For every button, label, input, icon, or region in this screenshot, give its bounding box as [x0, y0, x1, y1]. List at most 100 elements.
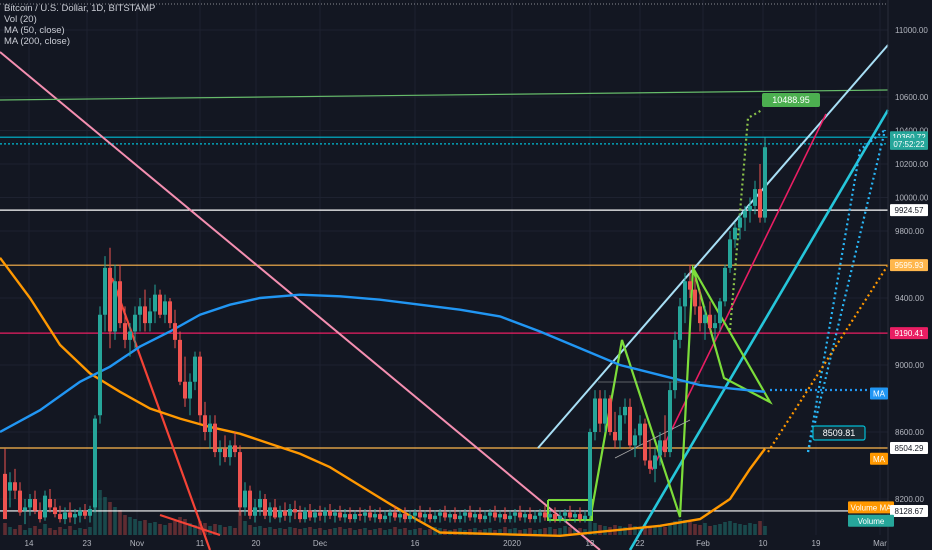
- candle-body: [493, 512, 497, 518]
- candle-body: [678, 306, 682, 340]
- candle-body: [628, 406, 632, 446]
- candle-body: [653, 455, 657, 469]
- volume-bar: [188, 523, 192, 535]
- volume-bar: [263, 528, 267, 535]
- candle-body: [23, 507, 27, 511]
- candle-body: [378, 514, 382, 520]
- volume-bar: [53, 530, 57, 535]
- volume-bar: [33, 526, 37, 535]
- volume-bar: [553, 529, 557, 535]
- candle-body: [188, 381, 192, 399]
- candle-body: [578, 514, 582, 520]
- volume-bar: [673, 521, 677, 535]
- candle-body: [48, 499, 52, 508]
- volume-bar: [758, 521, 762, 535]
- candle-body: [128, 331, 132, 340]
- vol-indicator[interactable]: Vol (20): [4, 14, 37, 25]
- volume-bar: [38, 529, 42, 535]
- time-tick-label: Mar: [873, 539, 887, 548]
- volume-bar: [68, 526, 72, 535]
- price-tick-label: 9800.00: [895, 227, 924, 236]
- trend-line: [0, 89, 889, 101]
- volume-bar: [643, 525, 647, 535]
- volume-bar: [763, 526, 767, 535]
- volume-bar: [63, 529, 67, 535]
- candle-body: [498, 514, 502, 518]
- price-tick-label: 9000.00: [895, 361, 924, 370]
- candle-body: [313, 512, 317, 518]
- volume-bar: [353, 530, 357, 535]
- candle-body: [13, 482, 17, 491]
- volume-bar: [428, 529, 432, 535]
- candle-body: [53, 507, 57, 515]
- symbol-title[interactable]: Bitcoin / U.S. Dollar, 1D, BITSTAMP: [4, 3, 156, 14]
- candle-body: [608, 398, 612, 432]
- candle-body: [518, 512, 522, 518]
- volume-bar: [548, 527, 552, 535]
- volume-bar: [233, 528, 237, 535]
- price-label-text: 07:52:22: [893, 140, 925, 149]
- candle-body: [668, 390, 672, 453]
- volume-bar: [58, 527, 62, 535]
- price-label-text: Volume: [858, 517, 885, 526]
- volume-bar: [513, 528, 517, 535]
- candle-body: [533, 515, 537, 520]
- volume-bar: [518, 530, 522, 535]
- candle-body: [33, 499, 37, 511]
- callout-text: 8509.81: [823, 428, 856, 438]
- candle-body: [618, 415, 622, 441]
- ma200-indicator[interactable]: MA (200, close): [4, 36, 70, 47]
- candle-body: [548, 514, 552, 518]
- candle-body: [488, 512, 492, 516]
- candle-body: [588, 432, 592, 516]
- candle-body: [198, 356, 202, 416]
- candle-body: [478, 514, 482, 520]
- candle-body: [748, 205, 752, 211]
- ma-line: [0, 293, 766, 434]
- candle-body: [308, 510, 312, 518]
- volume-bar: [533, 530, 537, 535]
- ma-line: [0, 257, 766, 538]
- volume-bar: [728, 521, 732, 535]
- price-label-box: [848, 514, 894, 527]
- volume-bar: [623, 527, 627, 535]
- volume-bar: [328, 529, 332, 535]
- candle-body: [163, 301, 167, 315]
- volume-bar: [348, 528, 352, 535]
- candle-body: [568, 512, 572, 518]
- volume-bar: [413, 529, 417, 535]
- volume-bar: [258, 526, 262, 535]
- candle-body: [388, 512, 392, 516]
- volume-bar: [583, 529, 587, 535]
- volume-bar: [733, 523, 737, 535]
- volume-bar: [43, 524, 47, 535]
- volume-bar: [718, 524, 722, 535]
- candle-body: [98, 314, 102, 416]
- volume-bar: [403, 528, 407, 535]
- volume-bar: [713, 525, 717, 535]
- candle-body: [738, 217, 742, 228]
- candle-body: [713, 323, 717, 329]
- candle-body: [183, 381, 187, 399]
- price-tick-label: 10000.00: [895, 194, 929, 203]
- candle-body: [473, 514, 477, 518]
- volume-bar: [693, 524, 697, 535]
- price-label-text: Volume MA: [851, 503, 893, 512]
- ma50-indicator[interactable]: MA (50, close): [4, 25, 65, 36]
- time-tick-label: Nov: [130, 539, 144, 548]
- candle-body: [468, 512, 472, 518]
- price-tick-label: 11000.00: [895, 26, 928, 35]
- volume-bar: [13, 529, 17, 535]
- volume-bar: [213, 524, 217, 535]
- candle-body: [543, 512, 547, 518]
- volume-bar: [653, 527, 657, 535]
- candle-body: [553, 514, 557, 520]
- volume-bar: [708, 526, 712, 535]
- volume-bar: [223, 527, 227, 535]
- candle-body: [443, 512, 447, 518]
- callout-box: [762, 93, 820, 107]
- candle-body: [78, 510, 82, 516]
- candle-body: [108, 267, 112, 332]
